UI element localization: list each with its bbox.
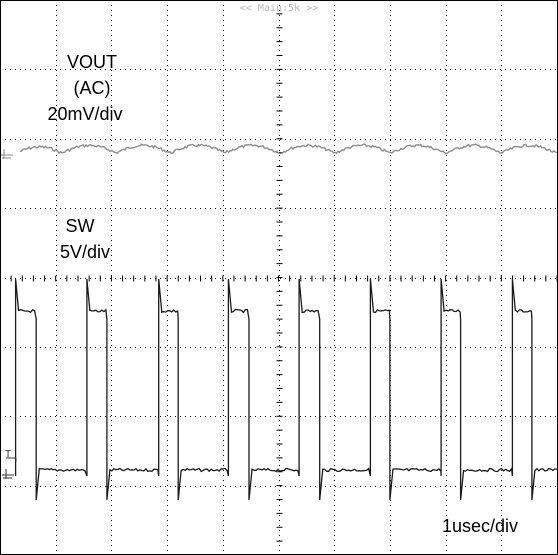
vout-ground-marker [1,149,13,159]
vout-name-label: VOUT [66,52,117,72]
trigger-marker: T [5,449,11,460]
timebase-label: 1usec/div [441,516,519,536]
trigger-marker-line [6,457,17,462]
vout-coupling-label: (AC) [73,78,111,98]
sw-trace [14,278,558,501]
vout-scale-label: 20mV/div [47,104,123,124]
timebase-header: << Main:5k >> [239,3,319,14]
sw-ground-marker [2,469,14,479]
sw-scale-label: 5V/div [59,242,111,262]
sw-name-label: SW [65,216,95,236]
vout-trace [19,143,558,155]
